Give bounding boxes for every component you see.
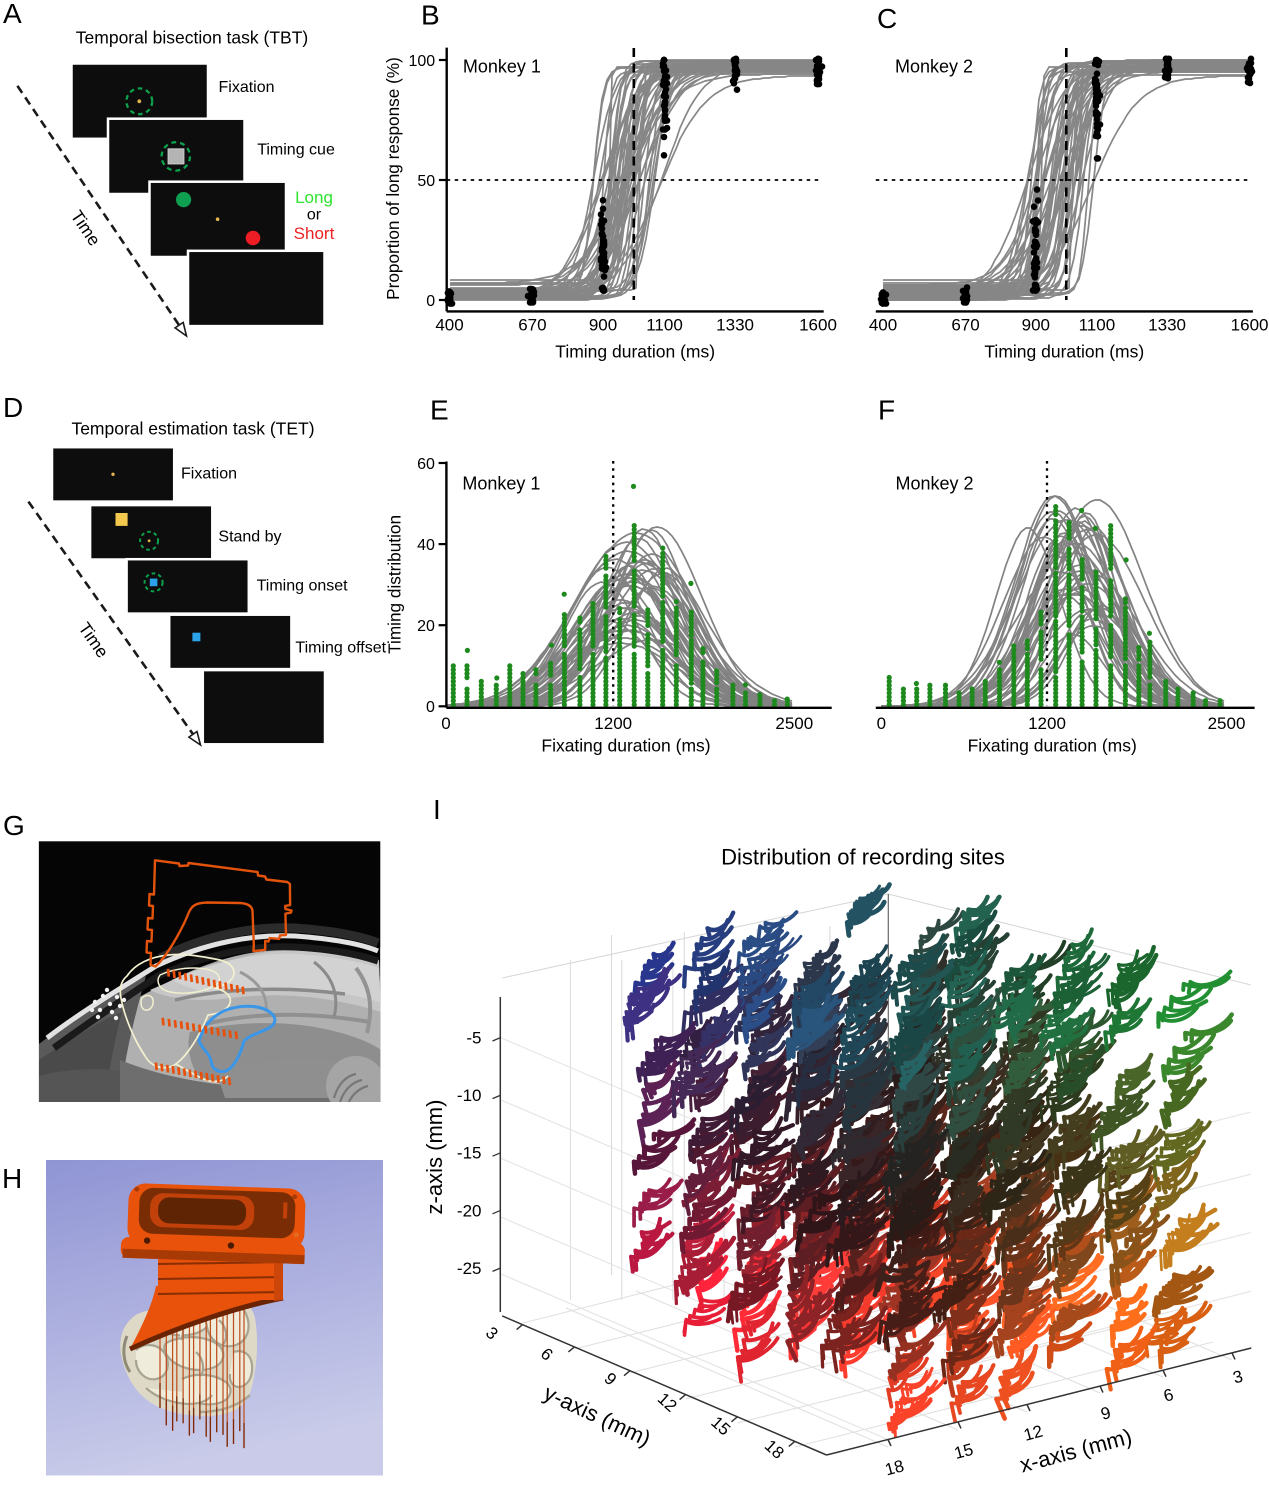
svg-text:Timing cue: Timing cue — [257, 142, 335, 159]
svg-text:1200: 1200 — [594, 714, 632, 733]
svg-text:Timing distribution: Timing distribution — [384, 515, 404, 654]
svg-text:1600: 1600 — [1231, 316, 1269, 335]
svg-text:Timing offset: Timing offset — [295, 640, 386, 657]
svg-text:6: 6 — [537, 1344, 557, 1364]
svg-text:I: I — [433, 794, 441, 825]
svg-text:Monkey 1: Monkey 1 — [462, 474, 540, 494]
svg-text:y-axis (mm): y-axis (mm) — [540, 1380, 655, 1451]
svg-text:670: 670 — [951, 316, 979, 335]
svg-text:H: H — [2, 1163, 22, 1194]
svg-text:C: C — [877, 3, 897, 34]
svg-text:Fixation: Fixation — [219, 79, 275, 96]
svg-text:3: 3 — [482, 1323, 502, 1343]
svg-text:Timing onset: Timing onset — [257, 578, 349, 595]
svg-text:Fixating duration (ms): Fixating duration (ms) — [541, 736, 710, 756]
svg-text:12: 12 — [1022, 1422, 1045, 1445]
svg-text:Time: Time — [74, 619, 112, 662]
svg-text:-20: -20 — [457, 1201, 482, 1220]
svg-text:6: 6 — [1162, 1385, 1176, 1406]
svg-text:15: 15 — [707, 1413, 734, 1440]
svg-text:Temporal bisection task (TBT): Temporal bisection task (TBT) — [76, 28, 308, 48]
svg-text:Temporal estimation task (TET): Temporal estimation task (TET) — [71, 419, 314, 439]
svg-text:Time: Time — [67, 207, 105, 250]
svg-text:A: A — [3, 0, 22, 29]
svg-text:40: 40 — [417, 537, 435, 554]
svg-text:G: G — [3, 810, 25, 841]
svg-text:900: 900 — [1022, 316, 1050, 335]
svg-text:20: 20 — [417, 618, 435, 635]
svg-text:1100: 1100 — [1079, 316, 1116, 335]
svg-text:2500: 2500 — [1208, 714, 1246, 733]
svg-text:Fixating duration (ms): Fixating duration (ms) — [968, 736, 1137, 756]
svg-text:-25: -25 — [457, 1259, 482, 1278]
svg-text:3: 3 — [1231, 1367, 1245, 1388]
svg-text:1100: 1100 — [646, 316, 683, 335]
svg-text:1330: 1330 — [1148, 316, 1186, 335]
svg-text:0: 0 — [441, 714, 450, 733]
svg-text:Monkey 1: Monkey 1 — [463, 56, 541, 76]
svg-text:9: 9 — [600, 1369, 620, 1389]
svg-text:670: 670 — [518, 316, 546, 335]
svg-text:Stand by: Stand by — [218, 529, 281, 546]
svg-text:1600: 1600 — [799, 316, 837, 335]
svg-text:1330: 1330 — [716, 316, 754, 335]
svg-text:B: B — [421, 0, 440, 31]
svg-text:18: 18 — [883, 1456, 906, 1479]
svg-text:9: 9 — [1099, 1403, 1113, 1424]
svg-text:Monkey 2: Monkey 2 — [895, 56, 973, 76]
svg-text:Long: Long — [295, 188, 333, 207]
svg-text:400: 400 — [435, 316, 463, 335]
svg-text:0: 0 — [426, 293, 435, 310]
svg-text:or: or — [307, 207, 322, 224]
svg-text:-5: -5 — [466, 1029, 481, 1048]
svg-text:z-axis (mm): z-axis (mm) — [422, 1100, 447, 1215]
svg-text:60: 60 — [417, 456, 435, 473]
svg-text:50: 50 — [417, 173, 435, 190]
svg-text:Distribution of recording site: Distribution of recording sites — [721, 845, 1005, 870]
svg-text:-15: -15 — [457, 1144, 482, 1163]
svg-text:E: E — [430, 395, 449, 426]
svg-text:0: 0 — [877, 714, 886, 733]
svg-text:Timing duration (ms): Timing duration (ms) — [984, 342, 1144, 362]
svg-text:D: D — [3, 392, 23, 423]
svg-text:-10: -10 — [457, 1086, 482, 1105]
svg-text:1200: 1200 — [1028, 714, 1066, 733]
svg-text:2500: 2500 — [775, 714, 813, 733]
svg-text:12: 12 — [654, 1389, 681, 1416]
svg-text:Fixation: Fixation — [181, 466, 237, 483]
svg-text:Short: Short — [294, 224, 335, 243]
svg-text:Monkey 2: Monkey 2 — [896, 474, 974, 494]
svg-text:18: 18 — [761, 1436, 788, 1463]
svg-text:900: 900 — [589, 316, 617, 335]
svg-text:F: F — [878, 395, 895, 426]
svg-text:0: 0 — [426, 699, 435, 716]
svg-text:400: 400 — [869, 316, 897, 335]
svg-text:Timing duration (ms): Timing duration (ms) — [555, 342, 715, 362]
svg-text:15: 15 — [952, 1440, 975, 1463]
svg-text:Proportion of long response (%: Proportion of long response (%) — [383, 57, 403, 300]
svg-text:100: 100 — [408, 53, 435, 70]
